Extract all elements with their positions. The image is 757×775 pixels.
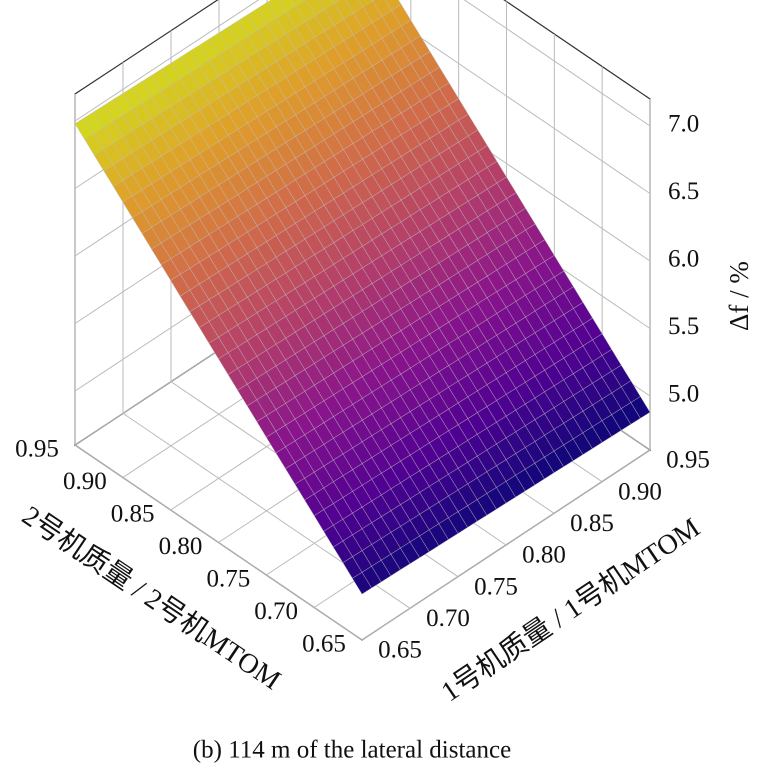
- y-tick-label: 0.80: [159, 533, 203, 560]
- grid-line: [463, 0, 651, 127]
- y-tick-label: 0.85: [111, 501, 155, 528]
- x-tick-label: 0.65: [378, 637, 422, 664]
- grid-line: [74, 0, 260, 122]
- x-tick-label: 0.85: [570, 510, 614, 537]
- y-tick-label: 0.95: [15, 436, 59, 463]
- z-tick-label: 7.0: [668, 111, 699, 138]
- surface: [74, 0, 651, 595]
- z-tick-label: 5.5: [668, 313, 699, 340]
- z-tick-label: 6.0: [668, 246, 699, 273]
- surface-patch: [351, 571, 373, 595]
- x-tick-label: 0.70: [426, 605, 470, 632]
- y-tick-label: 0.65: [302, 631, 346, 658]
- y-tick-label: 0.90: [63, 468, 107, 495]
- y-tick-label: 0.75: [206, 566, 250, 593]
- x-tick-label: 0.95: [666, 447, 710, 474]
- y-tick-label: 0.70: [254, 598, 298, 625]
- caption: (b) 114 m of the lateral distance: [193, 737, 511, 764]
- z-tick-label: 6.5: [668, 178, 699, 205]
- grid-line: [361, 449, 651, 641]
- x-tick-label: 0.90: [618, 478, 662, 505]
- x-tick-label: 0.75: [474, 573, 518, 600]
- x-tick-label: 0.80: [522, 542, 566, 569]
- z-axis-label: Δf / %: [724, 261, 754, 331]
- z-tick-label: 5.0: [668, 381, 699, 408]
